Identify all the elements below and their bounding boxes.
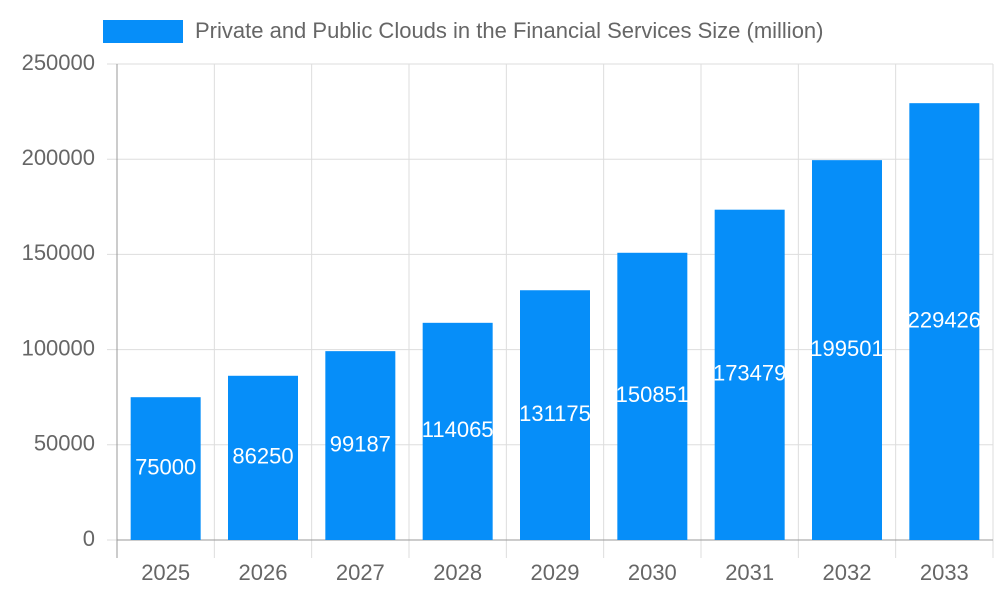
- data-label: 114065: [422, 417, 494, 442]
- bar: [617, 252, 688, 540]
- bar: [325, 351, 396, 540]
- data-label: 199501: [810, 336, 883, 361]
- y-tick-label: 250000: [22, 50, 95, 75]
- bar: [422, 322, 493, 540]
- x-tick-label: 2026: [239, 560, 288, 585]
- bar: [130, 397, 201, 540]
- bar: [520, 290, 590, 540]
- data-label: 75000: [135, 454, 196, 479]
- data-label: 99187: [330, 431, 391, 456]
- y-tick-label: 0: [83, 526, 95, 551]
- legend-label: Private and Public Clouds in the Financi…: [195, 18, 824, 43]
- y-tick-label: 50000: [34, 431, 95, 456]
- x-tick-label: 2028: [433, 560, 482, 585]
- data-label: 173479: [713, 361, 786, 386]
- y-tick-label: 200000: [22, 145, 95, 170]
- x-tick-label: 2025: [141, 560, 190, 585]
- x-tick-label: 2032: [823, 560, 872, 585]
- x-tick-label: 2030: [628, 560, 677, 585]
- x-tick-label: 2031: [725, 560, 774, 585]
- bar: [812, 160, 882, 541]
- bar: [714, 209, 785, 540]
- legend-swatch: [103, 20, 183, 43]
- data-label: 150851: [616, 382, 689, 407]
- bar: [909, 103, 980, 540]
- data-label: 131175: [519, 401, 591, 426]
- bar: [228, 375, 298, 540]
- x-tick-label: 2029: [531, 560, 580, 585]
- data-label: 86250: [232, 444, 293, 469]
- y-tick-label: 150000: [22, 240, 95, 265]
- data-label: 229426: [908, 307, 981, 332]
- y-tick-label: 100000: [22, 335, 95, 360]
- x-tick-label: 2027: [336, 560, 385, 585]
- x-tick-label: 2033: [920, 560, 969, 585]
